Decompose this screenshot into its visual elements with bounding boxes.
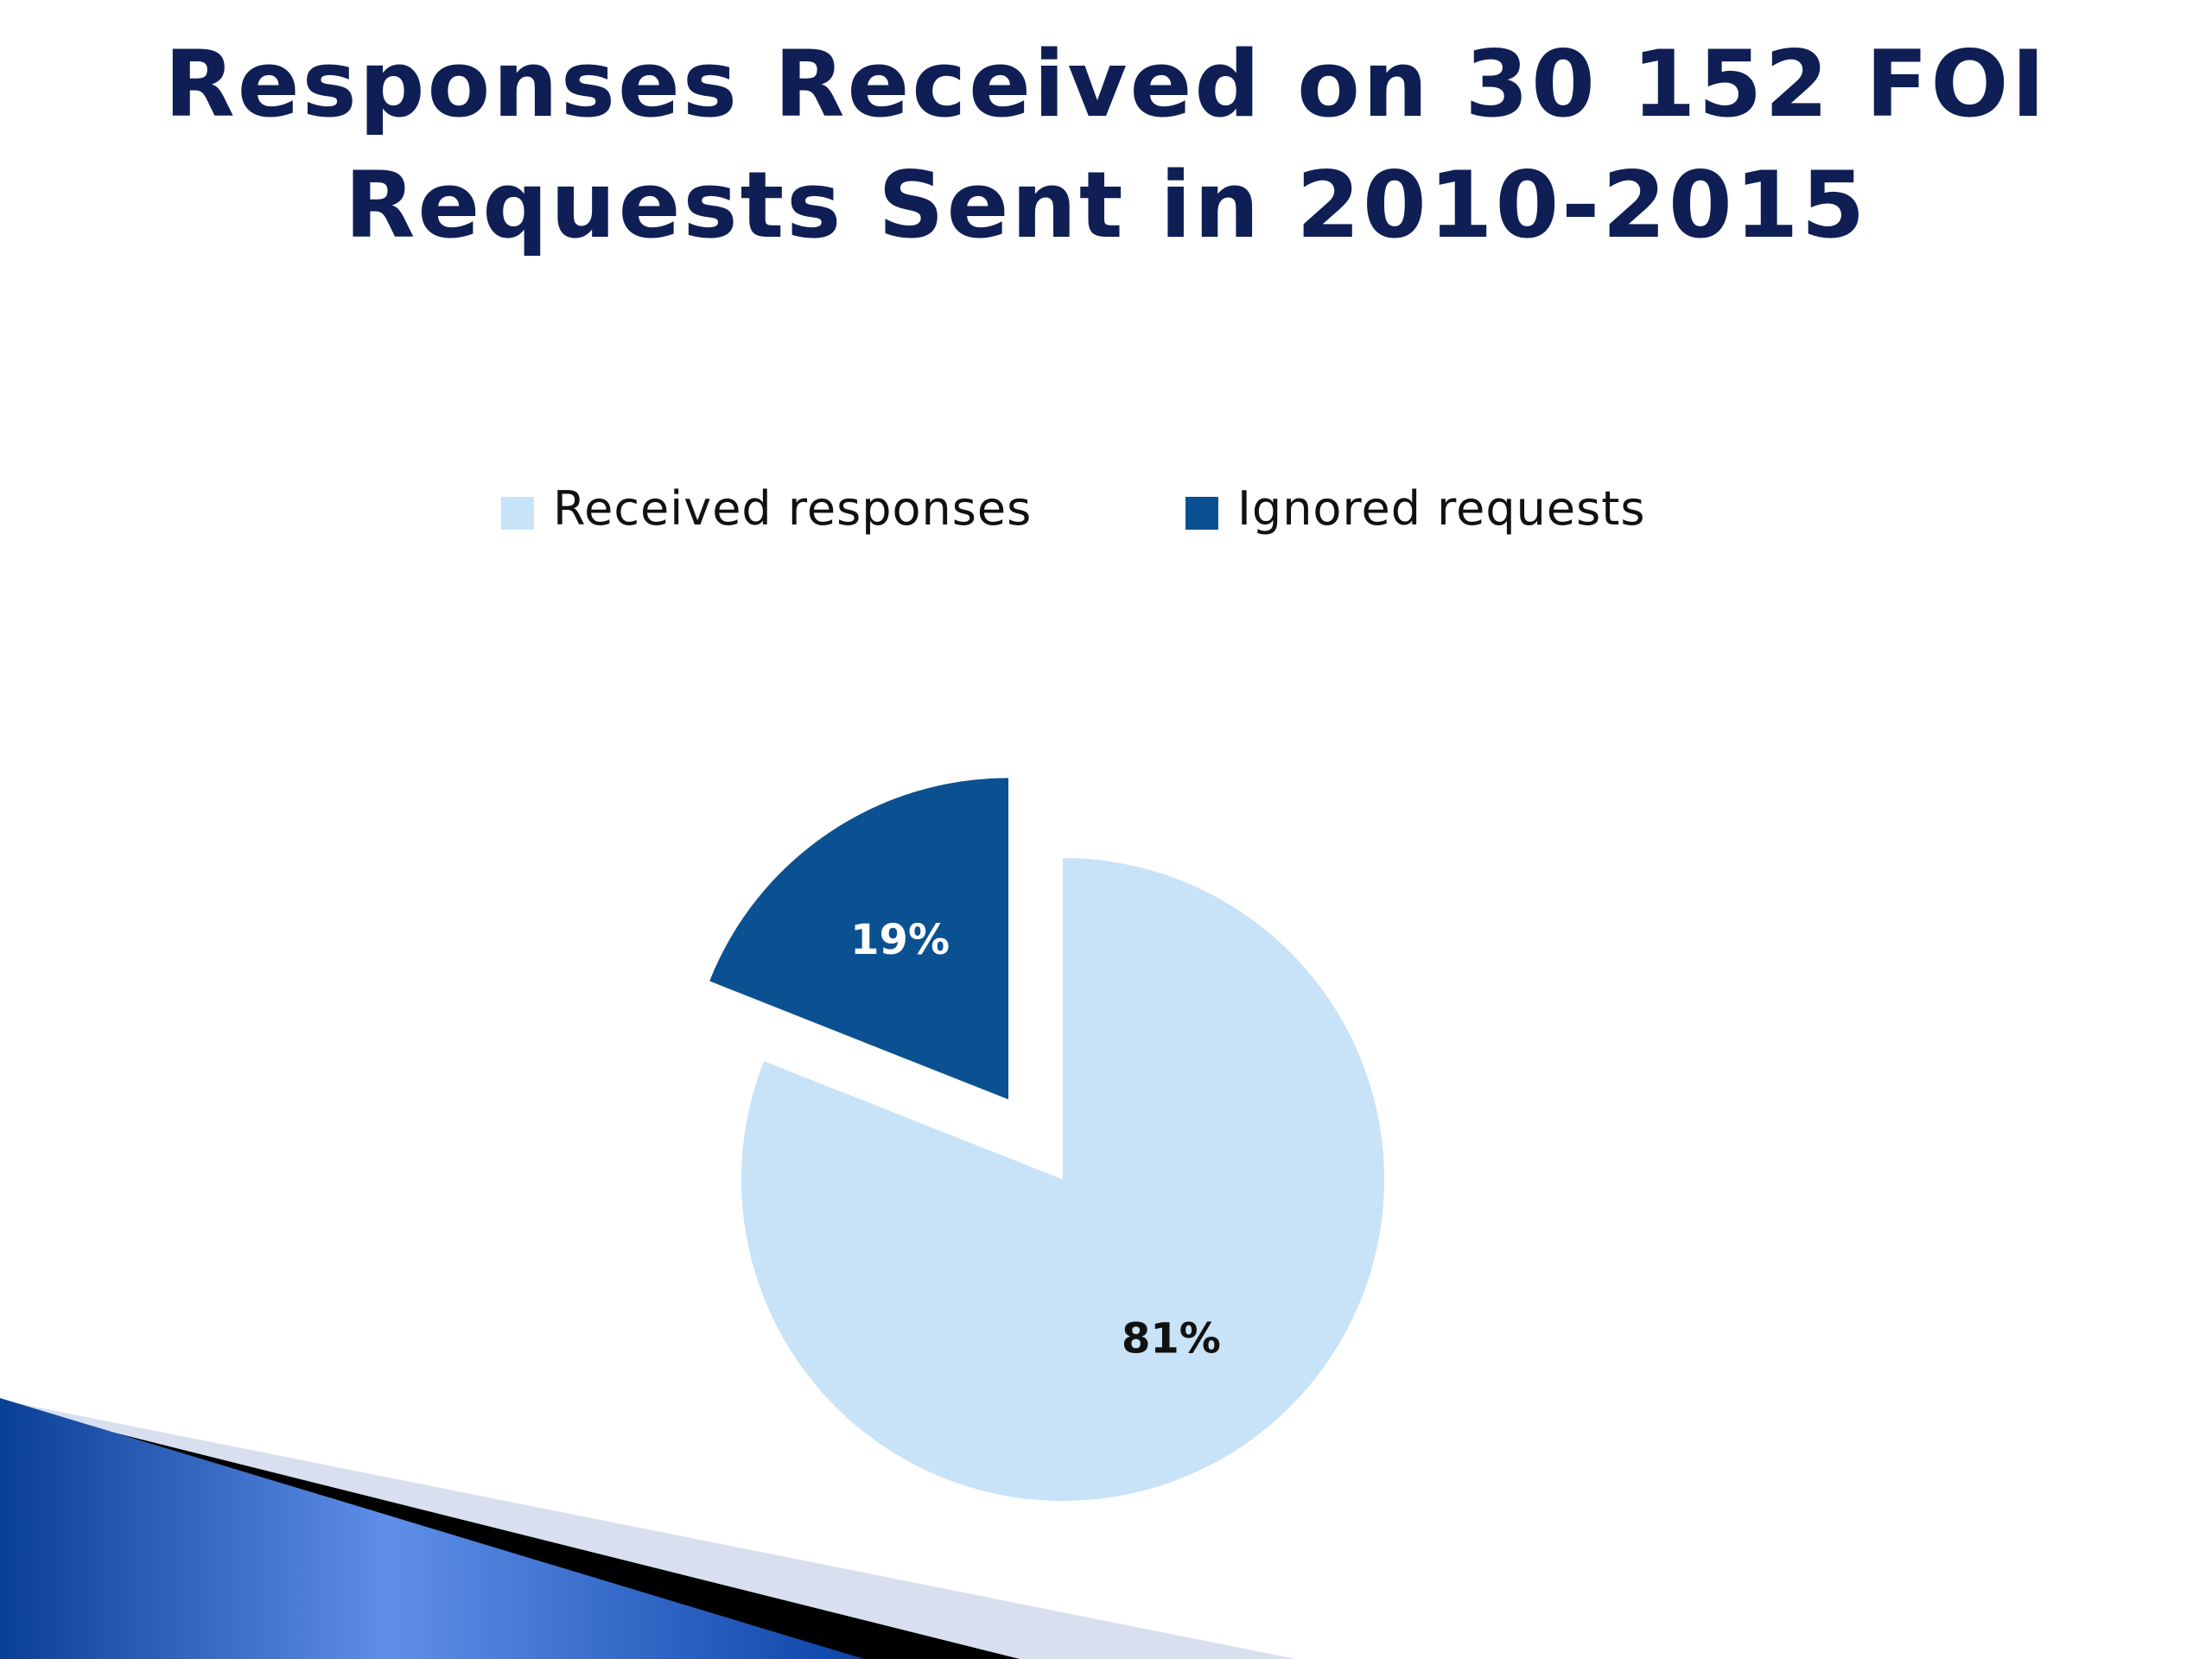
slide-title-line-2: Requests Sent in 2010-2015: [344, 152, 1868, 258]
slide-title: Responses Received on 30 152 FOI Request…: [0, 24, 2212, 266]
legend-item-ignored: Ignored requests: [1185, 474, 1646, 543]
pie-slice-ignored: [709, 778, 1009, 1100]
slide-title-line-1: Responses Received on 30 152 FOI: [164, 31, 2048, 137]
pie-data-label-received: 81%: [1122, 1315, 1221, 1363]
chart-legend: Received responses Ignored requests: [0, 474, 2212, 543]
legend-label-received: Received responses: [553, 480, 1033, 536]
decor-blue-band: [0, 1398, 864, 1659]
legend-swatch-ignored: [1185, 497, 1218, 530]
legend-label-ignored: Ignored requests: [1237, 480, 1646, 536]
legend-item-received: Received responses: [501, 474, 1032, 543]
pie-data-label-ignored: 19%: [850, 916, 950, 964]
pie-slice-received: [741, 858, 1384, 1502]
legend-swatch-received: [501, 497, 534, 530]
